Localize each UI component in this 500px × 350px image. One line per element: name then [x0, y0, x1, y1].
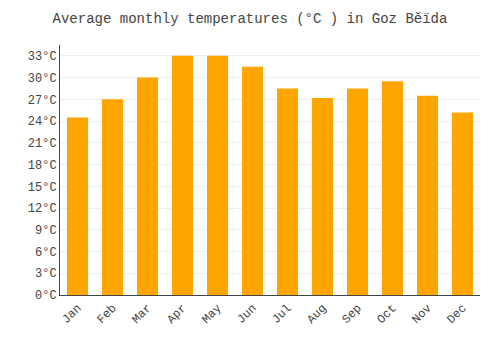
svg-text:Nov: Nov: [409, 302, 434, 327]
svg-text:May: May: [199, 302, 224, 327]
svg-text:6°C: 6°C: [35, 246, 57, 260]
svg-text:21°C: 21°C: [28, 137, 57, 151]
svg-text:24°C: 24°C: [28, 115, 57, 129]
svg-text:30°C: 30°C: [28, 72, 57, 86]
svg-text:18°C: 18°C: [28, 159, 57, 173]
svg-text:Jan: Jan: [59, 302, 84, 327]
svg-text:Jul: Jul: [269, 302, 294, 327]
svg-text:0°C: 0°C: [35, 289, 57, 303]
svg-text:3°C: 3°C: [35, 267, 57, 281]
svg-text:Dec: Dec: [444, 302, 469, 327]
svg-text:Feb: Feb: [94, 302, 119, 327]
svg-text:12°C: 12°C: [28, 202, 57, 216]
svg-text:Mar: Mar: [129, 302, 154, 327]
svg-text:Aug: Aug: [304, 302, 329, 327]
svg-text:Apr: Apr: [164, 302, 189, 327]
svg-text:9°C: 9°C: [35, 224, 57, 238]
svg-text:33°C: 33°C: [28, 50, 57, 64]
svg-text:15°C: 15°C: [28, 181, 57, 195]
svg-text:Sep: Sep: [339, 302, 364, 327]
svg-text:Average monthly temperatures (: Average monthly temperatures (°C ) in Go…: [53, 11, 448, 27]
svg-text:27°C: 27°C: [28, 94, 57, 108]
svg-text:Jun: Jun: [234, 302, 259, 327]
svg-text:Oct: Oct: [374, 302, 399, 327]
